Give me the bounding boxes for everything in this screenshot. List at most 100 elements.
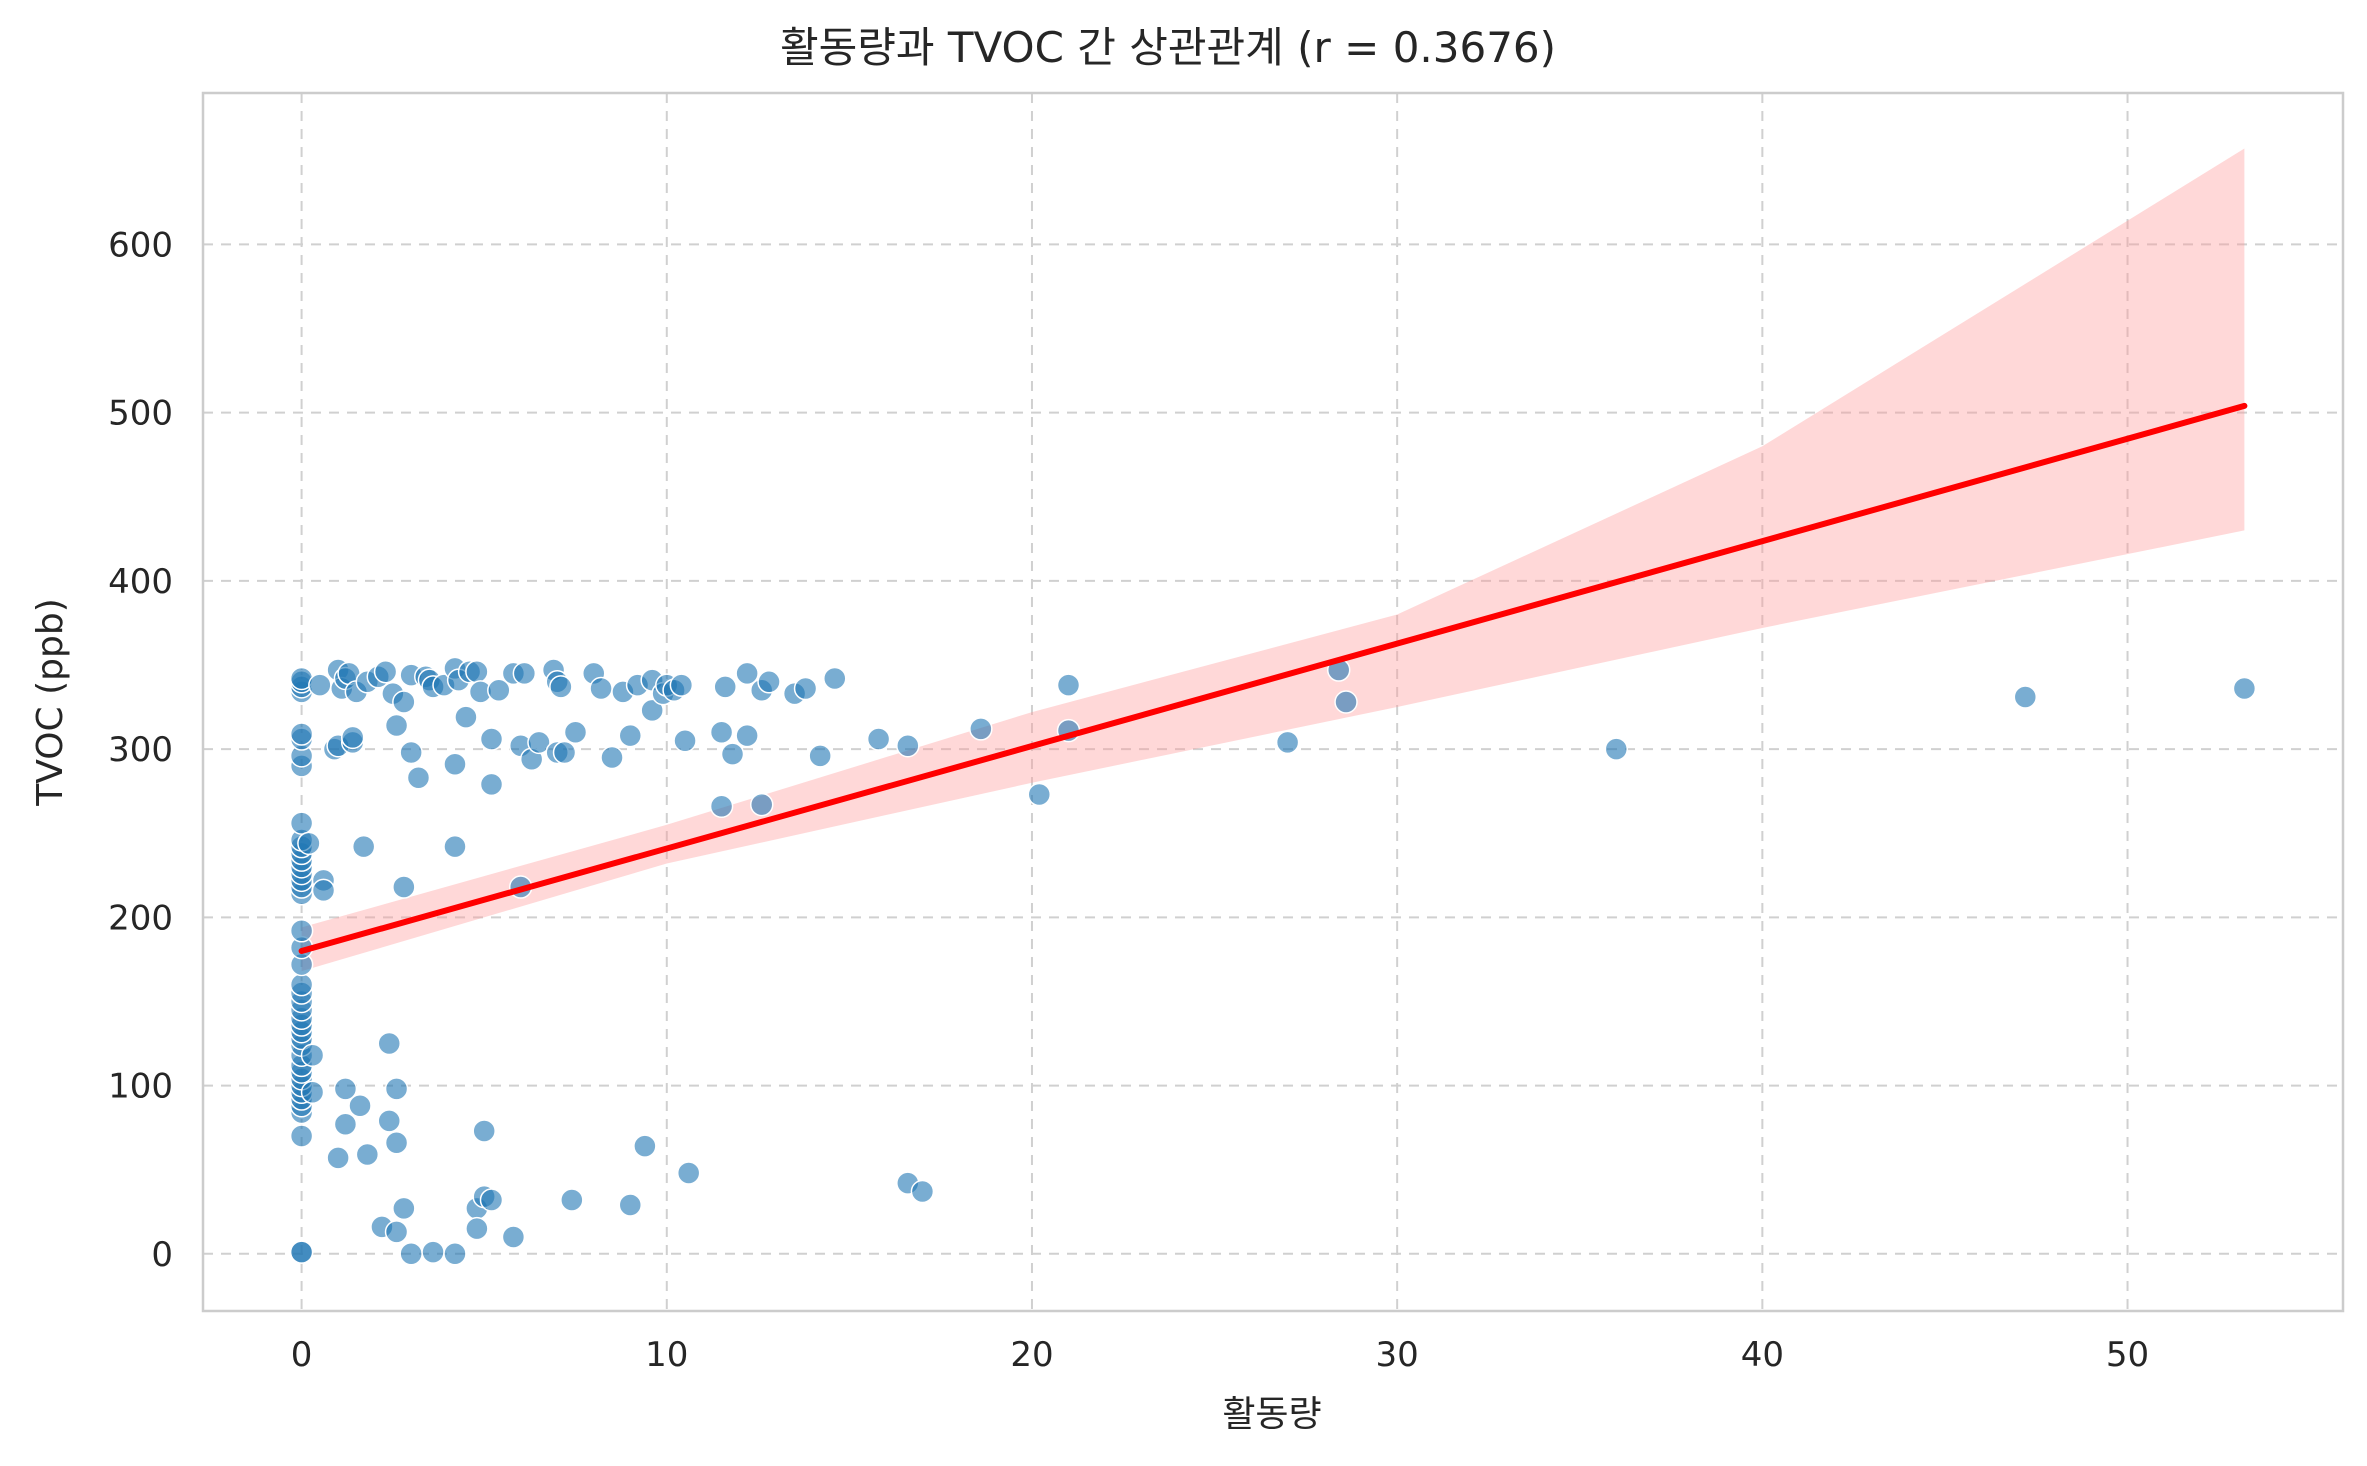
data-point <box>1604 737 1629 761</box>
data-point <box>289 972 314 997</box>
data-point <box>735 661 759 686</box>
plot-frame <box>201 91 2345 1313</box>
data-point <box>289 1124 314 1148</box>
data-point <box>749 792 774 817</box>
data-point <box>1275 730 1300 755</box>
data-point <box>377 1031 401 1056</box>
x-tick-label: 40 <box>1741 1335 1784 1375</box>
data-point <box>377 1109 401 1133</box>
data-point <box>589 676 613 701</box>
data-point <box>1056 673 1081 697</box>
data-point <box>406 765 431 790</box>
data-point <box>479 727 504 751</box>
y-tick-label: 500 <box>108 394 173 434</box>
data-point <box>399 1242 423 1266</box>
data-point <box>300 1043 325 1068</box>
data-point <box>384 1131 409 1155</box>
data-point <box>757 670 781 694</box>
y-axis-ticks: 0 100 200 300 400 500 600 <box>108 225 173 1274</box>
data-point <box>552 740 577 765</box>
data-point <box>676 1161 701 1185</box>
data-point <box>512 661 537 686</box>
data-point <box>384 1077 409 1101</box>
data-points <box>289 656 2257 1266</box>
data-point <box>633 1134 657 1158</box>
x-tick-label: 50 <box>2106 1335 2149 1375</box>
data-point <box>600 745 624 770</box>
data-point <box>392 875 416 899</box>
data-point <box>735 723 759 748</box>
data-point <box>823 666 847 691</box>
y-tick-label: 100 <box>108 1067 173 1107</box>
data-point <box>527 730 551 755</box>
data-point <box>669 673 694 697</box>
regression-line <box>298 402 2248 954</box>
data-point <box>465 1216 489 1241</box>
data-point <box>392 690 416 714</box>
data-point <box>443 1242 467 1266</box>
data-point <box>2232 676 2257 701</box>
data-point <box>709 720 734 745</box>
data-point <box>472 1119 496 1143</box>
data-point <box>308 673 332 697</box>
data-point <box>355 1142 380 1167</box>
data-point <box>384 1220 409 1244</box>
data-point <box>618 1193 643 1217</box>
data-point <box>351 834 376 859</box>
chart-title: 활동량과 TVOC 간 상관관계 (r = 0.3676) <box>780 23 1556 72</box>
data-point <box>443 752 467 776</box>
data-point <box>333 1112 358 1137</box>
data-point <box>793 676 818 701</box>
y-axis-label: TVOC (ppb) <box>30 598 71 807</box>
data-point <box>720 742 745 766</box>
data-point <box>640 698 664 723</box>
y-tick-label: 300 <box>108 730 173 770</box>
x-tick-label: 30 <box>1376 1335 1419 1375</box>
data-point <box>618 723 643 748</box>
data-point <box>300 1080 325 1105</box>
data-point <box>501 1225 526 1249</box>
data-point <box>443 834 467 859</box>
data-point <box>340 725 365 750</box>
data-point <box>333 1077 358 1101</box>
data-point <box>373 659 398 684</box>
data-point <box>673 728 697 753</box>
y-tick-label: 400 <box>108 562 173 602</box>
x-tick-label: 10 <box>645 1335 688 1375</box>
data-point <box>289 1240 314 1264</box>
data-point <box>866 727 891 751</box>
data-point <box>896 733 920 758</box>
data-point <box>479 1188 504 1212</box>
data-point <box>563 720 588 745</box>
data-point <box>465 659 489 684</box>
grid <box>203 93 2343 1311</box>
data-point <box>969 717 993 741</box>
x-axis-ticks: 0 10 20 30 40 50 <box>291 1335 2149 1375</box>
data-point <box>713 675 737 699</box>
data-point <box>709 794 734 819</box>
data-point <box>2013 685 2038 709</box>
data-point <box>910 1179 935 1204</box>
y-tick-label: 200 <box>108 898 173 938</box>
data-point <box>1334 690 1358 714</box>
data-point <box>289 722 314 746</box>
data-point <box>348 1094 372 1118</box>
data-point <box>297 831 321 856</box>
data-point <box>289 811 314 835</box>
data-point <box>1027 782 1052 807</box>
data-point <box>311 878 336 903</box>
data-point <box>808 744 832 768</box>
y-tick-label: 0 <box>151 1235 173 1275</box>
x-tick-label: 0 <box>291 1335 313 1375</box>
data-point <box>549 675 573 699</box>
x-tick-label: 20 <box>1010 1335 1053 1375</box>
data-point <box>479 772 504 797</box>
data-point <box>289 919 314 943</box>
y-tick-label: 600 <box>108 225 173 265</box>
data-point <box>487 678 511 702</box>
data-point <box>421 1240 445 1264</box>
data-point <box>399 740 423 765</box>
data-point <box>326 1146 350 1170</box>
confidence-band <box>301 148 2245 972</box>
